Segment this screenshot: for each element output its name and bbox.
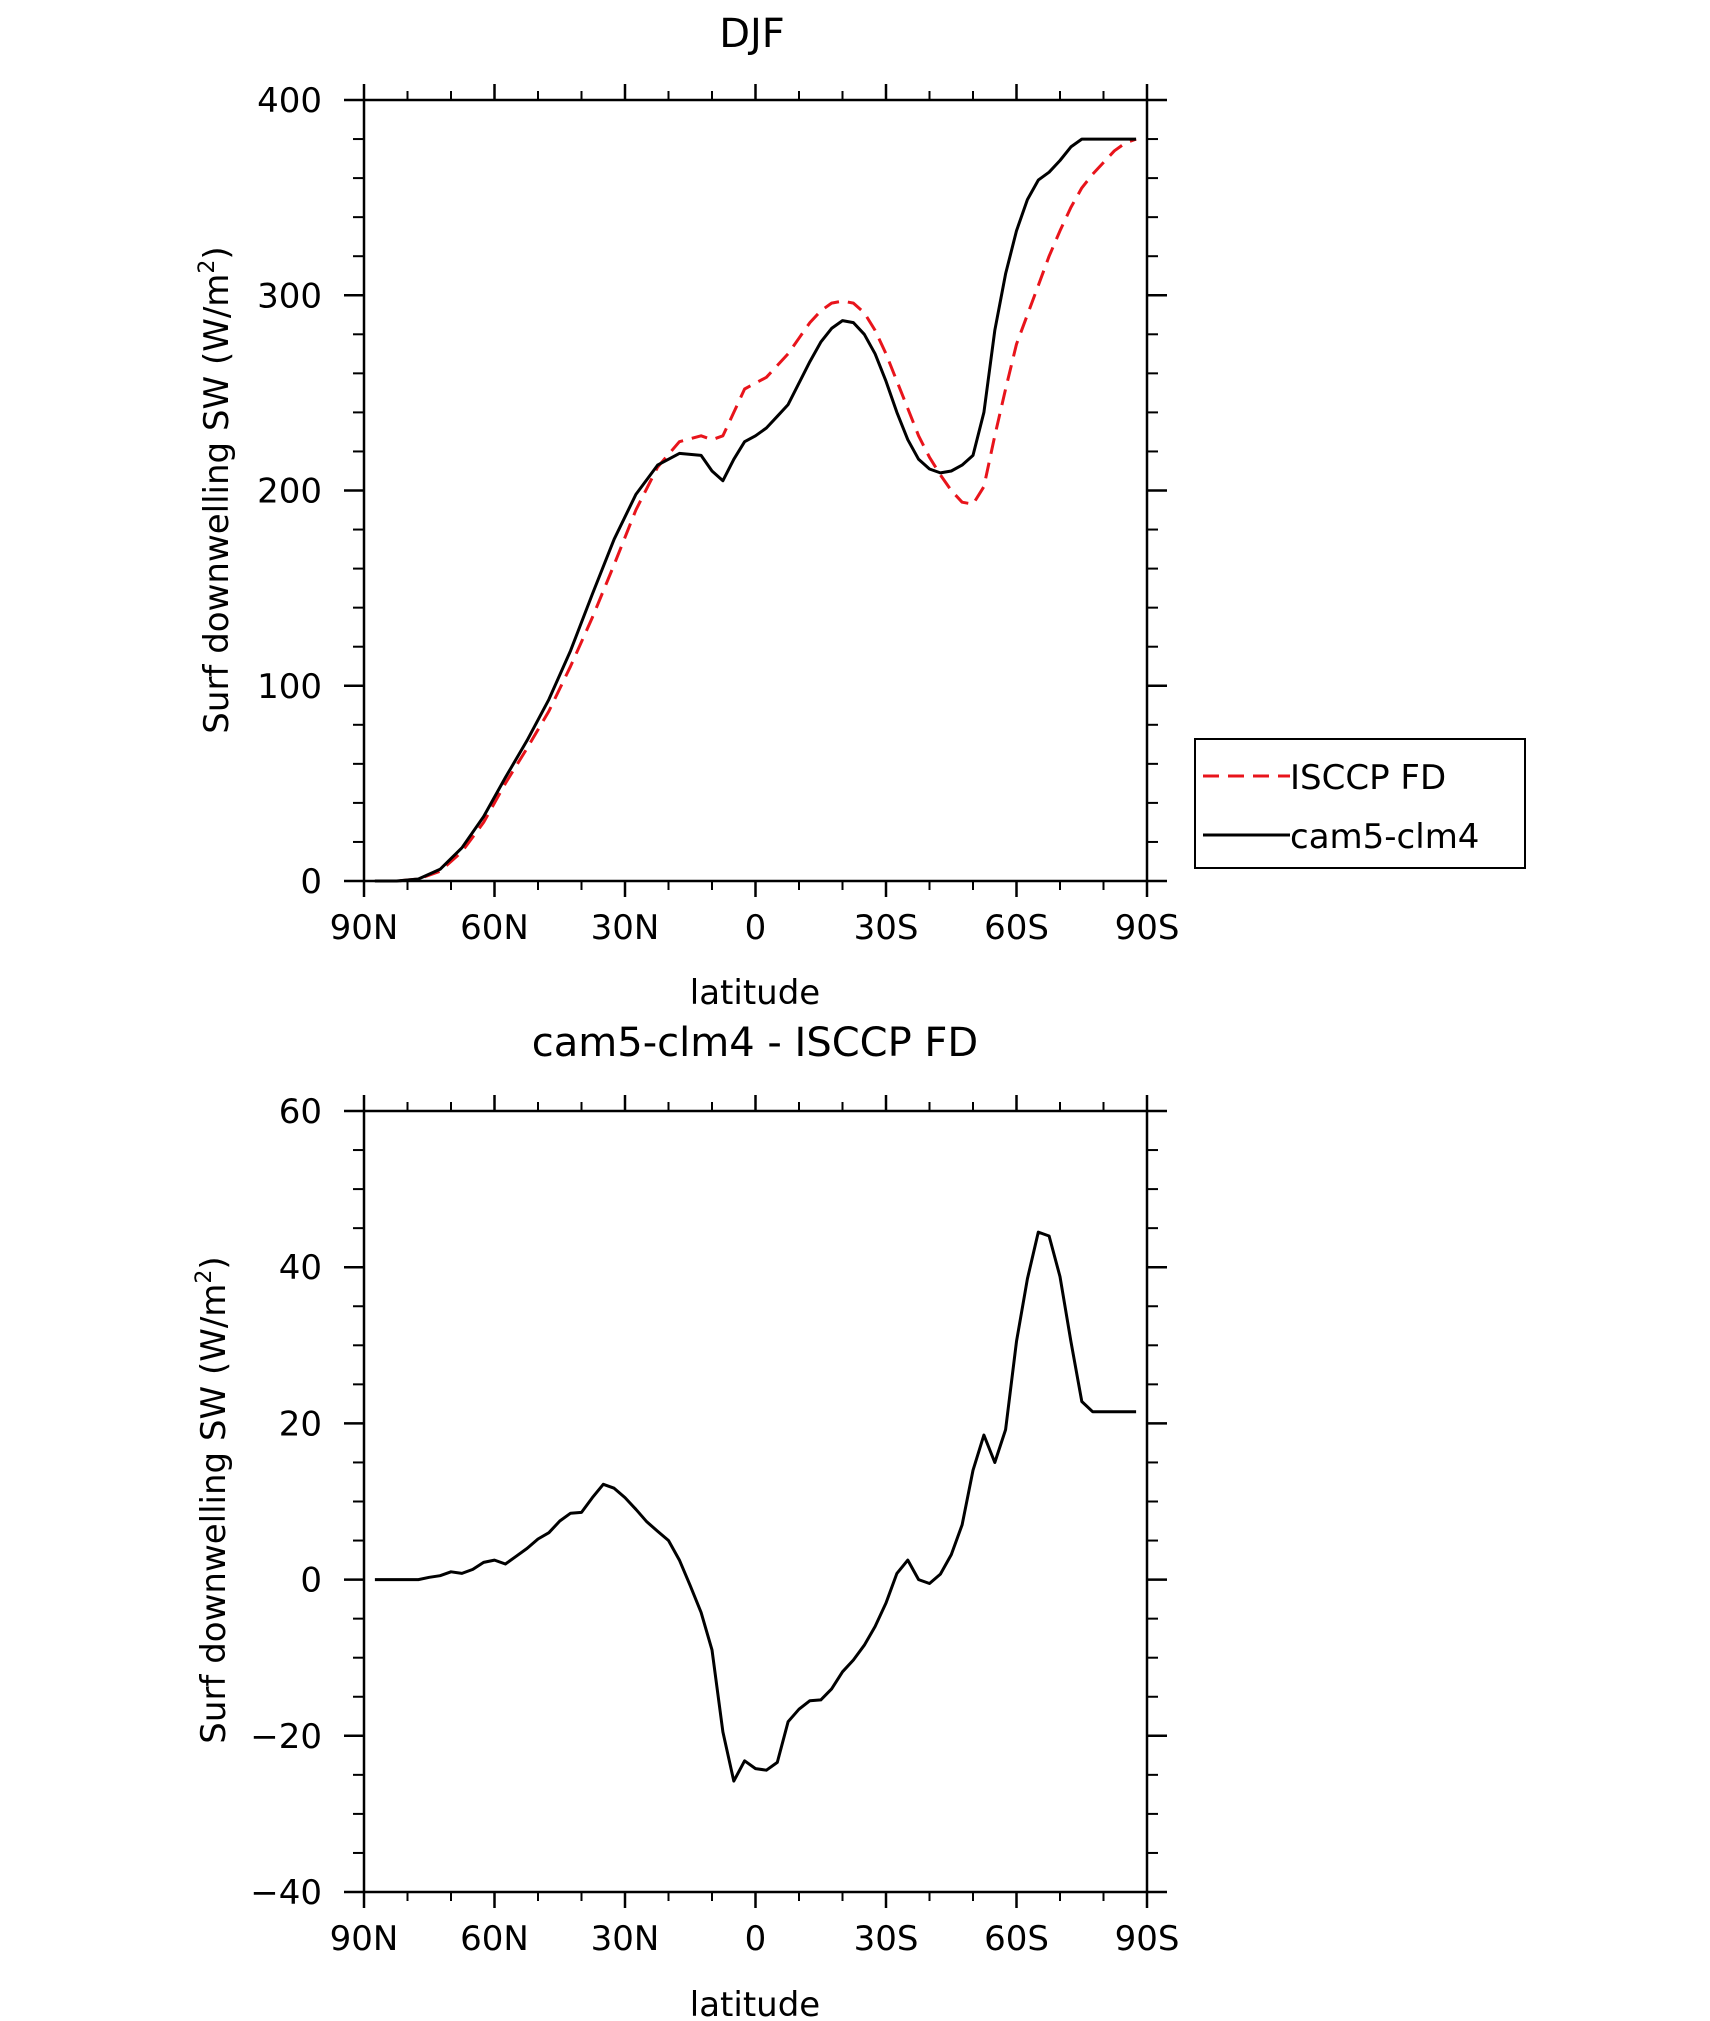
y-tick-label: 400 xyxy=(257,81,322,121)
bottom-ytick-labels: −40 −20 0 20 40 60 xyxy=(250,1092,322,1913)
top-x-axis-label: latitude xyxy=(690,973,820,1013)
y-tick-label: 200 xyxy=(257,472,322,512)
y-tick-label: 0 xyxy=(300,862,322,902)
bottom-plot-frame xyxy=(362,1109,1149,1894)
top-y-axis-label-close: ) xyxy=(197,246,237,259)
cam5-clm4-series-line xyxy=(374,137,1137,883)
top-ytick-labels: 0 100 200 300 400 xyxy=(257,81,322,902)
difference-series-line xyxy=(374,1230,1137,1783)
panel-top: DJF 90N 60N 30N 0 30S 60S 90S 0 100 200 300 400 la… xyxy=(195,11,1526,1013)
x-tick-label: 30N xyxy=(591,1919,660,1959)
y-tick-label: −40 xyxy=(250,1873,322,1913)
bottom-ticks xyxy=(344,1095,1167,1908)
x-tick-label: 60S xyxy=(984,908,1049,948)
legend: ISCCP FD cam5-clm4 xyxy=(1194,738,1526,869)
y-tick-label: 300 xyxy=(257,276,322,316)
x-tick-label: 90N xyxy=(330,908,399,948)
isccp-fd-series-line xyxy=(374,137,1137,883)
x-tick-label: 0 xyxy=(745,1919,767,1959)
y-tick-label: 20 xyxy=(279,1404,322,1444)
x-tick-label: 30S xyxy=(854,908,919,948)
top-plot-frame xyxy=(362,98,1149,883)
x-tick-label: 60S xyxy=(984,1919,1049,1959)
y-tick-label: −20 xyxy=(250,1717,322,1757)
top-y-axis-label-sup: 2 xyxy=(195,260,220,274)
x-tick-label: 30N xyxy=(591,908,660,948)
bottom-y-axis-label-close: ) xyxy=(194,1256,234,1269)
top-series xyxy=(374,137,1137,883)
panel-bottom: cam5-clm4 - ISCCP FD 90N 60N 30N 0 30S 60S 90S… xyxy=(192,1020,1179,2021)
y-tick-label: 60 xyxy=(279,1092,322,1132)
x-tick-label: 60N xyxy=(460,1919,529,1959)
bottom-chart-title: cam5-clm4 - ISCCP FD xyxy=(532,1020,978,1066)
legend-label-cam5-clm4: cam5-clm4 xyxy=(1290,817,1479,857)
legend-label-isccp-fd: ISCCP FD xyxy=(1290,758,1446,798)
bottom-series xyxy=(374,1230,1137,1783)
y-tick-label: 0 xyxy=(300,1561,322,1601)
x-tick-label: 90S xyxy=(1115,1919,1180,1959)
x-tick-label: 30S xyxy=(854,1919,919,1959)
y-tick-label: 40 xyxy=(279,1248,322,1288)
bottom-y-axis-label-sup: 2 xyxy=(192,1270,217,1284)
y-tick-label: 100 xyxy=(257,667,322,707)
top-y-axis-label: Surf downwelling SW (W/m2) xyxy=(195,246,237,733)
x-tick-label: 90N xyxy=(330,1919,399,1959)
bottom-y-axis-label: Surf downwelling SW (W/m2) xyxy=(192,1256,234,1743)
legend-frame xyxy=(1194,738,1526,869)
x-tick-label: 60N xyxy=(460,908,529,948)
top-chart-title: DJF xyxy=(719,11,785,57)
x-tick-label: 90S xyxy=(1115,908,1180,948)
bottom-xtick-labels: 90N 60N 30N 0 30S 60S 90S xyxy=(330,1919,1180,1959)
top-ticks xyxy=(344,84,1167,897)
top-xtick-labels: 90N 60N 30N 0 30S 60S 90S xyxy=(330,908,1180,948)
top-y-axis-label-main: Surf downwelling SW (W/m xyxy=(197,274,237,734)
x-tick-label: 0 xyxy=(745,908,767,948)
bottom-x-axis-label: latitude xyxy=(690,1985,820,2021)
bottom-y-axis-label-main: Surf downwelling SW (W/m xyxy=(194,1284,234,1744)
